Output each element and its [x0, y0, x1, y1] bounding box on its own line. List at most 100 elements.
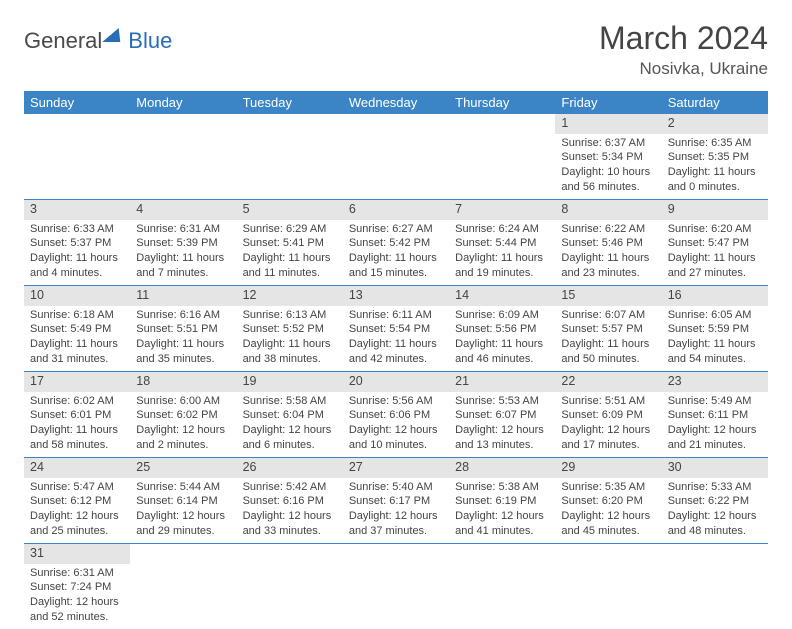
sunrise-text: Sunrise: 5:51 AM: [561, 394, 655, 409]
day-details: Sunrise: 5:47 AMSunset: 6:12 PMDaylight:…: [24, 478, 130, 543]
sunset-text: Sunset: 6:19 PM: [455, 494, 549, 509]
day-details: Sunrise: 5:40 AMSunset: 6:17 PMDaylight:…: [343, 478, 449, 543]
day-details: Sunrise: 5:33 AMSunset: 6:22 PMDaylight:…: [662, 478, 768, 543]
day-number: 27: [343, 458, 449, 478]
day-number: 6: [343, 200, 449, 220]
day-number: 30: [662, 458, 768, 478]
day-number: 13: [343, 286, 449, 306]
day-number: 20: [343, 372, 449, 392]
calendar-row: 10Sunrise: 6:18 AMSunset: 5:49 PMDayligh…: [24, 286, 768, 372]
day-number: 29: [555, 458, 661, 478]
weekday-header: Thursday: [449, 91, 555, 114]
sunset-text: Sunset: 5:34 PM: [561, 150, 655, 165]
day-details: Sunrise: 6:18 AMSunset: 5:49 PMDaylight:…: [24, 306, 130, 371]
calendar-cell: [130, 544, 236, 629]
logo: General Blue: [24, 28, 172, 54]
sunrise-text: Sunrise: 6:07 AM: [561, 308, 655, 323]
day-details: Sunrise: 6:02 AMSunset: 6:01 PMDaylight:…: [24, 392, 130, 457]
sunrise-text: Sunrise: 5:35 AM: [561, 480, 655, 495]
daylight-text: Daylight: 12 hours and 2 minutes.: [136, 423, 230, 453]
sunset-text: Sunset: 6:09 PM: [561, 408, 655, 423]
day-number: 2: [662, 114, 768, 134]
calendar-cell: 18Sunrise: 6:00 AMSunset: 6:02 PMDayligh…: [130, 372, 236, 458]
sunrise-text: Sunrise: 5:56 AM: [349, 394, 443, 409]
calendar-cell: 31Sunrise: 6:31 AMSunset: 7:24 PMDayligh…: [24, 544, 130, 629]
day-number: 10: [24, 286, 130, 306]
daylight-text: Daylight: 11 hours and 54 minutes.: [668, 337, 762, 367]
calendar-cell: [237, 544, 343, 629]
day-details: Sunrise: 6:27 AMSunset: 5:42 PMDaylight:…: [343, 220, 449, 285]
daylight-text: Daylight: 11 hours and 19 minutes.: [455, 251, 549, 281]
calendar-cell: 4Sunrise: 6:31 AMSunset: 5:39 PMDaylight…: [130, 200, 236, 286]
calendar-cell: 17Sunrise: 6:02 AMSunset: 6:01 PMDayligh…: [24, 372, 130, 458]
calendar-row: 17Sunrise: 6:02 AMSunset: 6:01 PMDayligh…: [24, 372, 768, 458]
sunrise-text: Sunrise: 5:42 AM: [243, 480, 337, 495]
sunset-text: Sunset: 5:47 PM: [668, 236, 762, 251]
calendar-cell: 26Sunrise: 5:42 AMSunset: 6:16 PMDayligh…: [237, 458, 343, 544]
header: General Blue March 2024 Nosivka, Ukraine: [24, 20, 768, 79]
day-details: Sunrise: 5:56 AMSunset: 6:06 PMDaylight:…: [343, 392, 449, 457]
daylight-text: Daylight: 12 hours and 33 minutes.: [243, 509, 337, 539]
location: Nosivka, Ukraine: [599, 59, 768, 79]
day-details: Sunrise: 6:35 AMSunset: 5:35 PMDaylight:…: [662, 134, 768, 199]
day-details: Sunrise: 5:49 AMSunset: 6:11 PMDaylight:…: [662, 392, 768, 457]
sunrise-text: Sunrise: 6:33 AM: [30, 222, 124, 237]
calendar-cell: 21Sunrise: 5:53 AMSunset: 6:07 PMDayligh…: [449, 372, 555, 458]
sunrise-text: Sunrise: 6:09 AM: [455, 308, 549, 323]
sunset-text: Sunset: 5:37 PM: [30, 236, 124, 251]
day-number: 12: [237, 286, 343, 306]
calendar-cell: 27Sunrise: 5:40 AMSunset: 6:17 PMDayligh…: [343, 458, 449, 544]
calendar-row: 24Sunrise: 5:47 AMSunset: 6:12 PMDayligh…: [24, 458, 768, 544]
day-details: Sunrise: 6:11 AMSunset: 5:54 PMDaylight:…: [343, 306, 449, 371]
daylight-text: Daylight: 12 hours and 48 minutes.: [668, 509, 762, 539]
day-number: 11: [130, 286, 236, 306]
day-number: 23: [662, 372, 768, 392]
sunset-text: Sunset: 5:52 PM: [243, 322, 337, 337]
sunrise-text: Sunrise: 5:58 AM: [243, 394, 337, 409]
sunset-text: Sunset: 6:20 PM: [561, 494, 655, 509]
calendar-cell: 28Sunrise: 5:38 AMSunset: 6:19 PMDayligh…: [449, 458, 555, 544]
weekday-header: Monday: [130, 91, 236, 114]
day-number: 24: [24, 458, 130, 478]
daylight-text: Daylight: 11 hours and 46 minutes.: [455, 337, 549, 367]
weekday-header-row: Sunday Monday Tuesday Wednesday Thursday…: [24, 91, 768, 114]
sunset-text: Sunset: 5:49 PM: [30, 322, 124, 337]
sunrise-text: Sunrise: 6:29 AM: [243, 222, 337, 237]
sunrise-text: Sunrise: 6:13 AM: [243, 308, 337, 323]
day-details: Sunrise: 6:05 AMSunset: 5:59 PMDaylight:…: [662, 306, 768, 371]
calendar-cell: 5Sunrise: 6:29 AMSunset: 5:41 PMDaylight…: [237, 200, 343, 286]
daylight-text: Daylight: 11 hours and 11 minutes.: [243, 251, 337, 281]
day-details: Sunrise: 6:00 AMSunset: 6:02 PMDaylight:…: [130, 392, 236, 457]
daylight-text: Daylight: 12 hours and 37 minutes.: [349, 509, 443, 539]
calendar-cell: 29 Sunrise: 5:35 AMSunset: 6:20 PMDayligh…: [555, 458, 661, 544]
daylight-text: Daylight: 11 hours and 23 minutes.: [561, 251, 655, 281]
sunrise-text: Sunrise: 5:53 AM: [455, 394, 549, 409]
calendar-cell: [343, 544, 449, 629]
day-number: 14: [449, 286, 555, 306]
sunset-text: Sunset: 6:16 PM: [243, 494, 337, 509]
sunrise-text: Sunrise: 6:18 AM: [30, 308, 124, 323]
sunset-text: Sunset: 6:01 PM: [30, 408, 124, 423]
sunrise-text: Sunrise: 5:44 AM: [136, 480, 230, 495]
sunrise-text: Sunrise: 6:00 AM: [136, 394, 230, 409]
sunrise-text: Sunrise: 6:35 AM: [668, 136, 762, 151]
daylight-text: Daylight: 11 hours and 31 minutes.: [30, 337, 124, 367]
sunset-text: Sunset: 6:11 PM: [668, 408, 762, 423]
calendar-cell: 12Sunrise: 6:13 AMSunset: 5:52 PMDayligh…: [237, 286, 343, 372]
day-details: Sunrise: 6:20 AMSunset: 5:47 PMDaylight:…: [662, 220, 768, 285]
daylight-text: Daylight: 12 hours and 45 minutes.: [561, 509, 655, 539]
sunset-text: Sunset: 5:59 PM: [668, 322, 762, 337]
day-details: Sunrise: 6:29 AMSunset: 5:41 PMDaylight:…: [237, 220, 343, 285]
sunset-text: Sunset: 5:54 PM: [349, 322, 443, 337]
calendar-cell: 19Sunrise: 5:58 AMSunset: 6:04 PMDayligh…: [237, 372, 343, 458]
sunrise-text: Sunrise: 6:02 AM: [30, 394, 124, 409]
day-number: 4: [130, 200, 236, 220]
sunrise-text: Sunrise: 5:49 AM: [668, 394, 762, 409]
title-block: March 2024 Nosivka, Ukraine: [599, 20, 768, 79]
calendar-cell: 2Sunrise: 6:35 AMSunset: 5:35 PMDaylight…: [662, 114, 768, 200]
sunrise-text: Sunrise: 6:22 AM: [561, 222, 655, 237]
weekday-header: Saturday: [662, 91, 768, 114]
daylight-text: Daylight: 11 hours and 35 minutes.: [136, 337, 230, 367]
calendar-cell: 10Sunrise: 6:18 AMSunset: 5:49 PMDayligh…: [24, 286, 130, 372]
logo-text-blue: Blue: [128, 28, 172, 54]
